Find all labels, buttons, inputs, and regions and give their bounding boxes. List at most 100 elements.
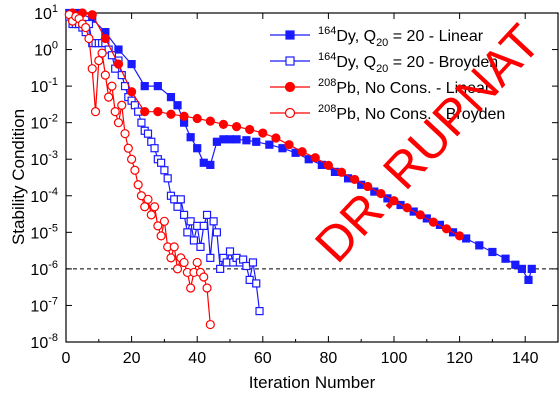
data-point	[501, 254, 510, 263]
data-point	[153, 221, 163, 231]
data-point	[202, 283, 212, 293]
x-tick-label: 120	[446, 350, 473, 367]
x-tick-label: 80	[320, 350, 338, 367]
data-point	[271, 133, 281, 143]
data-point	[183, 228, 192, 237]
data-point	[160, 166, 169, 175]
legend-marker	[284, 81, 296, 93]
data-point	[245, 275, 254, 284]
x-axis-title: Iteration Number	[249, 373, 376, 392]
axis-ticks: 0 20 40 60 80 100 120 140 101 100 10-1 10-2 10-3 10-4…	[30, 3, 558, 367]
data-point	[81, 22, 91, 33]
data-point	[169, 242, 179, 252]
data-point	[87, 10, 97, 20]
data-point	[278, 144, 287, 153]
data-point	[94, 55, 104, 66]
data-point	[170, 195, 179, 204]
legend-label: 208Pb, No Cons. - Broyden	[318, 103, 505, 123]
y-axis-title: Stability Condition	[9, 109, 28, 245]
data-point	[173, 202, 182, 211]
data-point	[186, 133, 195, 142]
data-point	[143, 194, 153, 204]
legend-item: 164Dy, Q20 = 20 - Broyden	[270, 51, 498, 75]
data-point	[206, 160, 215, 169]
legend-item: 208Pb, No Cons. - Linear	[270, 77, 491, 97]
data-point	[202, 210, 212, 219]
series-0	[65, 8, 536, 284]
y-tick-label: 10-2	[30, 113, 58, 133]
data-point	[133, 180, 143, 190]
data-point	[192, 257, 202, 268]
data-point	[104, 92, 114, 102]
data-point	[402, 203, 412, 213]
data-point	[475, 241, 484, 250]
data-point	[100, 33, 110, 44]
data-point	[511, 260, 520, 269]
x-tick-label: 0	[62, 350, 71, 367]
data-point	[218, 119, 229, 129]
data-point	[123, 143, 133, 153]
data-point	[415, 210, 425, 220]
data-point	[153, 82, 162, 91]
data-point	[159, 216, 169, 226]
data-point	[179, 210, 189, 219]
data-point	[157, 158, 166, 167]
data-point	[179, 257, 189, 268]
data-point	[107, 81, 117, 91]
data-point	[222, 258, 231, 267]
y-tick-label: 10-3	[30, 149, 58, 169]
data-point	[193, 221, 202, 230]
data-point	[166, 109, 176, 119]
data-point	[193, 144, 202, 153]
data-point	[242, 136, 251, 145]
data-point	[199, 158, 208, 167]
data-point	[527, 264, 536, 273]
data-point	[156, 231, 166, 241]
data-point	[196, 242, 205, 251]
data-point	[205, 116, 215, 126]
data-point	[173, 101, 182, 110]
data-point	[265, 140, 274, 149]
data-point	[209, 217, 218, 226]
data-point	[310, 153, 320, 163]
data-point	[206, 253, 215, 262]
data-point	[488, 247, 497, 257]
data-point	[199, 221, 208, 230]
data-point	[113, 59, 124, 69]
data-point	[97, 48, 107, 58]
data-point	[100, 70, 110, 80]
y-tick-label: 10-1	[30, 76, 58, 96]
data-point	[297, 147, 307, 157]
y-tick-label: 10-5	[30, 222, 58, 242]
data-point	[127, 60, 136, 69]
plot-frame	[65, 12, 559, 343]
data-point	[114, 45, 123, 54]
data-point	[199, 272, 209, 282]
y-tick-label: 10-8	[30, 332, 58, 352]
x-tick-label: 140	[512, 350, 539, 367]
y-tick-label: 10-6	[30, 259, 58, 279]
data-point	[192, 113, 202, 124]
x-tick-label: 60	[254, 350, 272, 367]
data-point	[127, 154, 137, 164]
data-point	[179, 111, 189, 121]
legend-marker	[284, 107, 296, 119]
data-point	[212, 137, 221, 146]
data-point	[252, 279, 261, 288]
y-tick-label: 100	[34, 40, 58, 60]
data-point	[137, 118, 146, 127]
watermark: DR. RUPNAT	[304, 14, 551, 273]
x-tick-label: 20	[123, 350, 141, 367]
data-point	[149, 202, 160, 212]
x-tick-label: 40	[188, 350, 206, 367]
data-point	[166, 253, 176, 263]
data-point	[517, 264, 527, 273]
data-point	[252, 137, 261, 146]
y-tick-label: 10-4	[30, 186, 58, 206]
data-point	[140, 202, 150, 212]
data-point	[110, 107, 120, 117]
data-point	[428, 217, 438, 227]
legend-item: 164Dy, Q20 = 20 - Linear	[270, 25, 484, 49]
data-point	[389, 196, 399, 206]
